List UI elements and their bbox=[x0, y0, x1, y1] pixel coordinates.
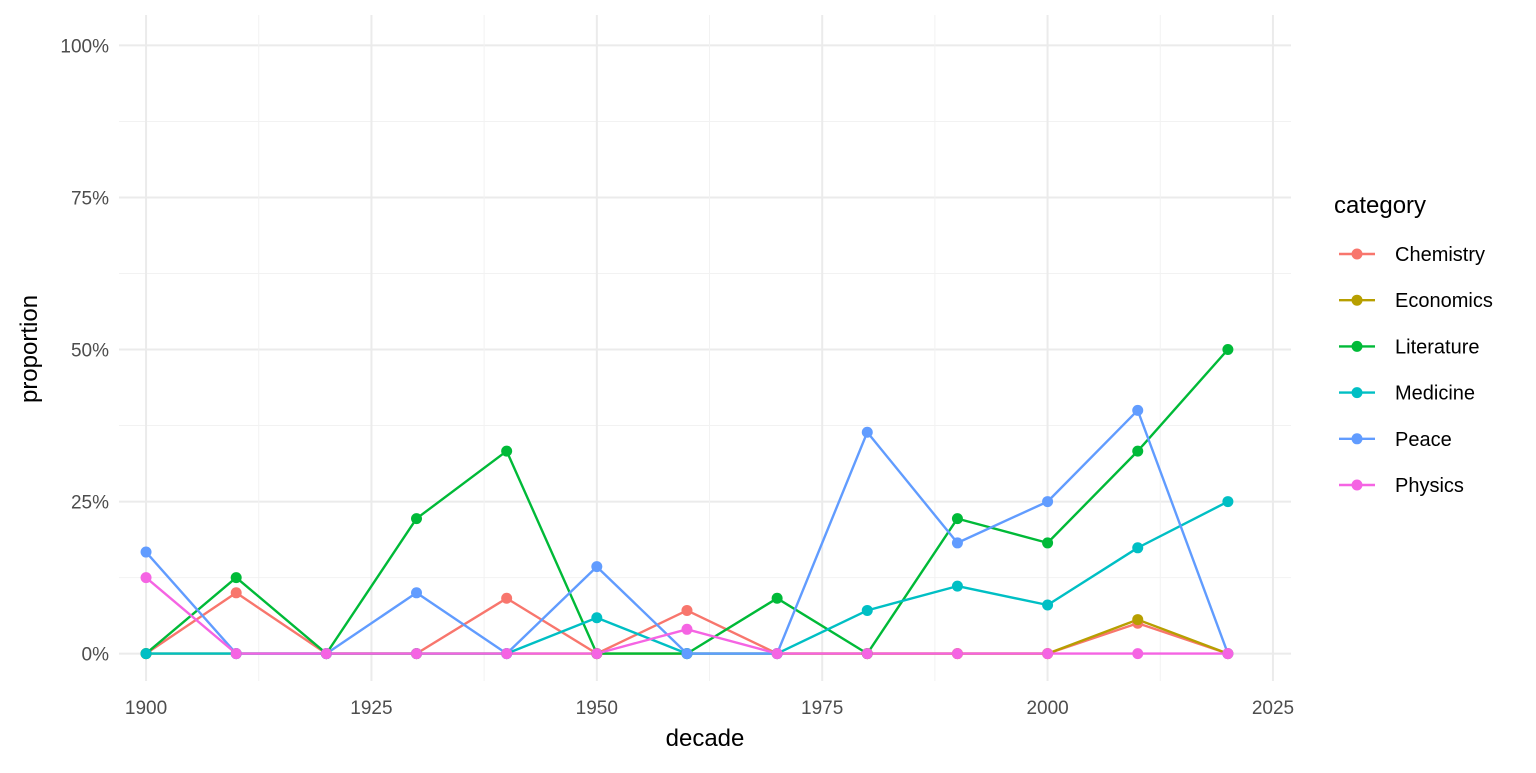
data-point-peace bbox=[951, 537, 963, 549]
data-point-peace bbox=[681, 648, 693, 660]
legend-label-chemistry: Chemistry bbox=[1395, 244, 1485, 266]
data-point-literature bbox=[771, 592, 783, 604]
data-point-chemistry bbox=[230, 587, 242, 599]
data-point-physics bbox=[320, 648, 332, 660]
y-tick-label: 50% bbox=[71, 341, 109, 362]
legend-key-point bbox=[1351, 387, 1363, 399]
data-point-peace bbox=[591, 561, 603, 573]
y-axis-title: proportion bbox=[16, 295, 43, 403]
data-point-literature bbox=[951, 513, 963, 525]
data-point-medicine bbox=[1042, 599, 1054, 611]
legend-item-peace: Peace bbox=[1339, 429, 1452, 451]
legend-items: Chemistry Economics Literature Medicine Peac… bbox=[1339, 244, 1493, 497]
y-tick-label: 0% bbox=[82, 645, 110, 666]
legend-key-point bbox=[1351, 479, 1363, 491]
data-point-physics bbox=[411, 648, 423, 660]
data-point-literature bbox=[1042, 537, 1054, 549]
data-point-physics bbox=[1042, 648, 1054, 660]
data-point-physics bbox=[861, 648, 873, 660]
legend-title: category bbox=[1334, 192, 1426, 219]
series-line-chemistry bbox=[145, 591, 1229, 655]
x-tick-label: 1975 bbox=[801, 698, 843, 719]
legend-item-medicine: Medicine bbox=[1339, 383, 1475, 405]
data-point-physics bbox=[681, 623, 693, 635]
legend-item-chemistry: Chemistry bbox=[1339, 244, 1485, 266]
x-tick-label: 1900 bbox=[125, 698, 167, 719]
legend-label-peace: Peace bbox=[1395, 429, 1452, 451]
data-point-physics bbox=[951, 648, 963, 660]
legend-label-physics: Physics bbox=[1395, 475, 1464, 497]
x-tick-label: 1950 bbox=[576, 698, 618, 719]
gridlines bbox=[119, 15, 1291, 681]
data-point-physics bbox=[771, 648, 783, 660]
data-point-medicine bbox=[140, 648, 152, 660]
legend-item-economics: Economics bbox=[1339, 290, 1493, 312]
data-point-physics bbox=[140, 572, 152, 584]
x-tick-label: 2000 bbox=[1026, 698, 1068, 719]
data-point-physics bbox=[501, 648, 513, 660]
data-point-peace bbox=[1042, 496, 1054, 508]
data-point-medicine bbox=[1222, 496, 1234, 508]
data-point-medicine bbox=[861, 604, 873, 616]
x-tick-label: 2025 bbox=[1252, 698, 1294, 719]
data-point-peace bbox=[1132, 404, 1144, 416]
x-axis-title: decade bbox=[666, 725, 745, 752]
x-tick-label: 1925 bbox=[350, 698, 392, 719]
legend-key-point bbox=[1351, 248, 1363, 260]
legend-label-literature: Literature bbox=[1395, 336, 1480, 358]
legend-key-point bbox=[1351, 294, 1363, 306]
y-tick-label: 75% bbox=[71, 188, 109, 209]
data-point-peace bbox=[861, 426, 873, 438]
legend: category Chemistry Economics Literature Med… bbox=[1334, 192, 1493, 497]
data-point-physics bbox=[1132, 648, 1144, 660]
data-point-physics bbox=[591, 648, 603, 660]
data-point-peace bbox=[140, 546, 152, 558]
data-point-physics bbox=[1222, 648, 1234, 660]
legend-label-medicine: Medicine bbox=[1395, 383, 1475, 405]
legend-item-literature: Literature bbox=[1339, 336, 1480, 358]
data-point-medicine bbox=[591, 612, 603, 624]
legend-key-point bbox=[1351, 433, 1363, 445]
data-point-literature bbox=[411, 513, 423, 525]
data-point-literature bbox=[1132, 445, 1144, 457]
data-point-medicine bbox=[1132, 542, 1144, 554]
legend-item-physics: Physics bbox=[1339, 475, 1464, 497]
series-line-peace bbox=[145, 409, 1230, 655]
data-point-medicine bbox=[951, 580, 963, 592]
y-tick-label: 25% bbox=[71, 493, 109, 514]
legend-label-economics: Economics bbox=[1395, 290, 1493, 312]
data-point-literature bbox=[230, 572, 242, 584]
data-point-chemistry bbox=[681, 604, 693, 616]
data-point-chemistry bbox=[501, 592, 513, 604]
data-point-economics bbox=[1132, 614, 1144, 626]
data-point-physics bbox=[230, 648, 242, 660]
series-points bbox=[140, 344, 1234, 660]
data-point-literature bbox=[1222, 344, 1234, 356]
tick-labels: 0% 25% 50% 75% 100% 1900 1925 1950 1975 2000 2025 bbox=[60, 36, 1294, 719]
data-point-literature bbox=[501, 445, 513, 457]
y-tick-label: 100% bbox=[60, 36, 109, 57]
data-point-peace bbox=[411, 587, 423, 599]
legend-key-point bbox=[1351, 340, 1363, 352]
